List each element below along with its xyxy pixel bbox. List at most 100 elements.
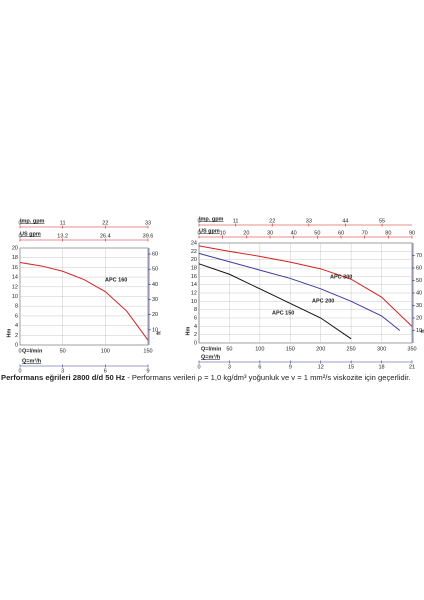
curve — [198, 252, 401, 331]
y-tick-label: 2 — [194, 332, 197, 338]
secondary-tick-label: 6 — [258, 364, 261, 370]
y-tick-label: 12 — [191, 290, 197, 296]
secondary-tick-label: 80 — [385, 230, 391, 236]
y-tick-label: 0 — [15, 342, 18, 348]
y-tick-label: 4 — [15, 323, 18, 329]
secondary-tick-label: 55 — [379, 218, 385, 224]
y2-tick-label: 30 — [152, 297, 158, 303]
x-tick-label: 50 — [226, 346, 232, 352]
y-tick-label: 8 — [15, 304, 18, 310]
y2-tick-label: 60 — [416, 265, 422, 271]
curve-label: APC 150 — [272, 310, 294, 316]
secondary-tick-label: 13.2 — [57, 233, 68, 239]
y2-tick-label: 10 — [416, 328, 422, 334]
x-tick-label: 250 — [347, 346, 356, 352]
y-tick-label: 10 — [191, 299, 197, 305]
y-tick-label: 16 — [12, 265, 18, 271]
secondary-tick-label: 70 — [362, 230, 368, 236]
x-tick-label: 350 — [407, 346, 416, 352]
y-tick-label: 10 — [12, 294, 18, 300]
secondary-axis-label: US gpm — [20, 231, 41, 237]
secondary-tick-label: 9 — [146, 368, 149, 374]
secondary-axis-label: Imp. gpm — [199, 216, 224, 222]
x-axis-label: Q=l/min — [201, 346, 222, 352]
y2-tick-label: 40 — [152, 282, 158, 288]
secondary-tick-label: 39.6 — [143, 233, 154, 239]
y2-tick-label: 20 — [416, 315, 422, 321]
y-tick-label: 14 — [12, 275, 18, 281]
y-tick-label: 6 — [194, 315, 197, 321]
x-tick-label: 300 — [377, 346, 386, 352]
y2-axis-label: ft — [420, 329, 424, 333]
y2-axis-label: ft — [156, 331, 162, 335]
x-tick-label: 50 — [60, 348, 66, 354]
x-tick-label: 0 — [18, 348, 21, 354]
y2-tick-label: 60 — [152, 252, 158, 258]
secondary-tick-label: 50 — [314, 230, 320, 236]
x-tick-label: 100 — [101, 348, 110, 354]
secondary-tick-label: 3 — [228, 364, 231, 370]
y-axis-label: Hm — [6, 328, 12, 337]
x-tick-label: 200 — [316, 346, 325, 352]
secondary-tick-label: 30 — [267, 230, 273, 236]
secondary-tick-label: 22 — [269, 218, 275, 224]
secondary-tick-label: 6 — [104, 368, 107, 374]
curve — [198, 263, 352, 340]
secondary-tick-label: 0 — [18, 220, 21, 226]
secondary-tick-label: 18 — [379, 364, 385, 370]
secondary-tick-label: 9 — [289, 364, 292, 370]
y-tick-label: 0 — [194, 340, 197, 346]
secondary-axis-label: Q=m³/h — [22, 357, 42, 364]
y-tick-label: 2 — [15, 333, 18, 339]
y-tick-label: 8 — [194, 307, 197, 313]
y-tick-label: 12 — [12, 284, 18, 290]
secondary-tick-label: 33 — [306, 218, 312, 224]
y2-tick-label: 20 — [152, 312, 158, 318]
y-tick-label: 24 — [191, 240, 197, 246]
curve — [198, 245, 413, 327]
secondary-tick-label: 11 — [233, 218, 239, 224]
y-tick-label: 14 — [191, 282, 197, 288]
secondary-tick-label: 60 — [338, 230, 344, 236]
curve — [19, 262, 149, 341]
y2-tick-label: 10 — [152, 327, 158, 333]
secondary-tick-label: 15 — [348, 364, 354, 370]
secondary-tick-label: 22 — [102, 220, 108, 226]
secondary-tick-label: 0 — [197, 230, 200, 236]
y-tick-label: 18 — [12, 255, 18, 261]
secondary-tick-label: 0 — [197, 364, 200, 370]
y-tick-label: 22 — [191, 249, 197, 255]
y2-tick-label: 30 — [416, 303, 422, 309]
secondary-tick-label: 21 — [409, 364, 415, 370]
x-tick-label: 100 — [255, 346, 264, 352]
secondary-tick-label: 0 — [18, 368, 21, 374]
y2-tick-label: 40 — [416, 290, 422, 296]
secondary-tick-label: 3 — [61, 368, 64, 374]
caption: Performans eğrileri 2800 d/d 50 Hz - Per… — [1, 373, 411, 382]
y2-tick-label: 70 — [416, 253, 422, 259]
caption-text: - Performans verileri ρ = 1,0 kg/dm³ yoğ… — [127, 373, 410, 382]
x-tick-label: 150 — [286, 346, 295, 352]
secondary-tick-label: 26.4 — [100, 233, 111, 239]
x-tick-label: 150 — [143, 348, 152, 354]
secondary-tick-label: 33 — [145, 220, 151, 226]
caption-bold: Performans eğrileri 2800 d/d 50 Hz — [1, 373, 125, 382]
secondary-tick-label: 44 — [342, 218, 348, 224]
y-tick-label: 20 — [191, 257, 197, 263]
secondary-tick-label: 0 — [18, 233, 21, 239]
y2-tick-label: 50 — [416, 278, 422, 284]
y-tick-label: 6 — [15, 313, 18, 319]
y2-tick-label: 50 — [152, 267, 158, 273]
y-tick-label: 4 — [194, 324, 197, 330]
y-tick-label: 16 — [191, 274, 197, 280]
curve-label: APC 160 — [105, 277, 127, 283]
curve-label: APC 200 — [312, 298, 334, 304]
secondary-tick-label: 20 — [243, 230, 249, 236]
x-axis-label: Q=l/min — [22, 348, 43, 354]
y-axis-label: Hm — [185, 326, 191, 335]
secondary-tick-label: 10 — [220, 230, 226, 236]
secondary-axis-label: Imp. gpm — [20, 218, 45, 224]
secondary-tick-label: 40 — [291, 230, 297, 236]
y-tick-label: 20 — [12, 245, 18, 251]
curve-label: APC 300 — [330, 274, 352, 280]
